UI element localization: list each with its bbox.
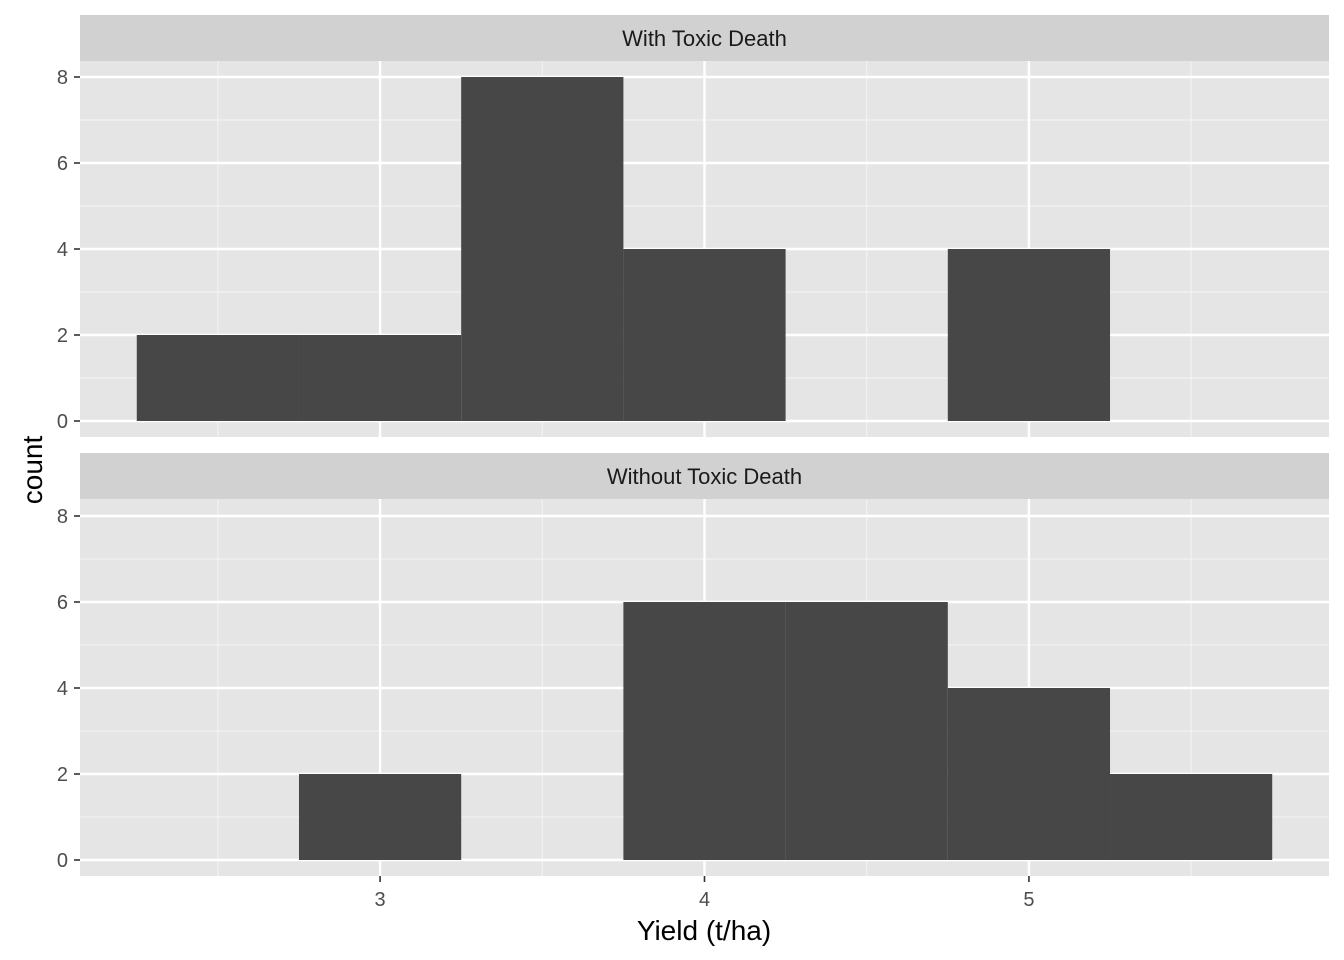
histogram-bar	[136, 335, 299, 421]
y-axis-title: count	[17, 436, 48, 505]
facet-panel: Without Toxic Death 0 2 4 6 8	[57, 453, 1329, 876]
y-tick-label: 8	[57, 506, 68, 528]
histogram-bar	[947, 249, 1111, 421]
y-tick-label: 6	[57, 592, 68, 614]
y-tick-label: 8	[57, 67, 68, 89]
histogram-bar	[623, 602, 786, 860]
y-tick-label: 4	[57, 239, 68, 261]
histogram-bar	[1110, 774, 1273, 860]
facet-panel: With Toxic Death 0 2 4 6 8	[57, 15, 1329, 437]
x-tick-label: 5	[1023, 889, 1034, 911]
y-tick-label: 2	[57, 764, 68, 786]
facet-strip-label: Without Toxic Death	[607, 464, 802, 489]
histogram-bar	[298, 774, 462, 860]
histogram-bar	[461, 77, 624, 421]
y-tick-label: 4	[57, 678, 68, 700]
x-axis-title: Yield (t/ha)	[637, 915, 771, 946]
y-tick-label: 6	[57, 153, 68, 175]
histogram-bar	[623, 249, 786, 421]
facet-strip	[80, 453, 1329, 499]
y-tick-label: 0	[57, 411, 68, 433]
x-axis: 3 4 5	[375, 876, 1034, 911]
y-tick-label: 2	[57, 325, 68, 347]
x-tick-label: 3	[375, 889, 386, 911]
histogram-bar	[298, 335, 462, 421]
facet-strip	[80, 15, 1329, 61]
y-tick-label: 0	[57, 850, 68, 872]
histogram-bar	[785, 602, 948, 860]
x-tick-label: 4	[699, 889, 710, 911]
facet-strip-label: With Toxic Death	[622, 26, 787, 51]
histogram-bar	[947, 688, 1111, 860]
